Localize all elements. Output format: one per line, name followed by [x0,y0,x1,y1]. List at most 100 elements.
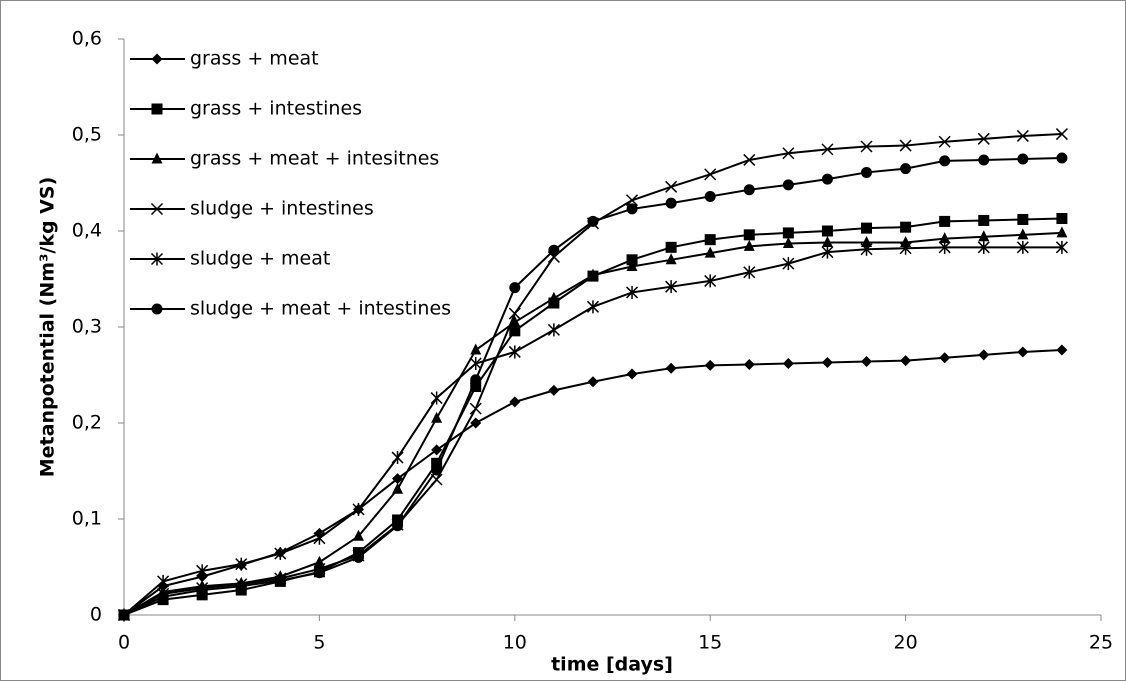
y-tick-label: 0,3 [72,316,102,338]
marker-diamond [665,362,677,374]
marker-diamond [978,349,990,361]
marker-square [470,381,482,393]
marker-square [821,225,833,237]
marker-triangle [1056,226,1068,238]
marker-circle [939,155,951,167]
marker-x [508,307,521,320]
y-tick-label: 0,6 [72,28,102,50]
marker-circle [1056,152,1068,164]
marker-x [150,202,164,216]
legend-label: sludge + intestines [190,198,374,220]
marker-triangle [151,152,163,164]
marker-square [392,514,404,526]
marker-circle [900,163,912,175]
marker-star [157,574,170,588]
marker-x [821,143,834,156]
marker-star [821,245,834,259]
marker-triangle [704,246,716,258]
marker-circle [821,173,833,185]
marker-star [1016,240,1029,254]
marker-star [430,391,443,405]
marker-circle [509,282,521,294]
marker-circle [470,374,482,386]
marker-triangle [861,236,873,248]
marker-square [626,254,638,266]
marker-circle [782,179,794,191]
marker-diamond [626,368,638,380]
x-tick-label: 20 [894,632,918,654]
marker-diamond [1017,346,1029,358]
marker-diamond [431,444,443,456]
marker-circle [743,184,755,196]
legend-label: sludge + meat + intestines [190,298,451,320]
marker-square [1017,213,1029,225]
marker-square [861,222,873,234]
marker-triangle [313,555,325,567]
marker-circle [587,215,599,227]
marker-circle [392,520,404,532]
marker-x [665,180,678,193]
legend-label: sludge + meat [190,248,330,270]
marker-star [150,252,164,266]
marker-circle [704,190,716,202]
marker-star [626,285,639,299]
marker-diamond [782,357,794,369]
marker-star [274,547,287,561]
marker-circle [151,303,163,315]
marker-star [235,557,248,571]
marker-square [431,457,443,469]
marker-triangle [821,236,833,248]
marker-circle [1017,153,1029,165]
marker-star [469,356,482,370]
marker-star [586,300,599,314]
marker-star [899,241,912,255]
marker-star [352,502,365,516]
marker-x [1016,129,1029,142]
marker-circle [548,244,560,256]
marker-x [469,402,482,415]
marker-diamond [470,417,482,429]
marker-star [391,451,404,465]
marker-diamond [151,53,163,65]
marker-triangle [548,291,560,303]
marker-circle [431,464,443,476]
marker-circle [313,567,325,579]
marker-x [977,132,990,145]
marker-diamond [939,352,951,364]
marker-square [665,241,677,253]
marker-diamond [1056,344,1068,356]
marker-diamond [861,356,873,368]
marker-diamond [704,359,716,371]
marker-star [196,564,209,578]
marker-triangle [665,253,677,265]
x-axis-title: time [days] [551,654,673,676]
marker-star [860,242,873,256]
marker-star [508,345,521,359]
marker-star [1055,240,1068,254]
marker-star [704,274,717,288]
marker-circle [196,584,208,596]
marker-triangle [431,411,443,423]
y-tick-label: 0,5 [72,124,102,146]
y-axis-title: Metanpotential (Nm³/kg VS) [37,177,59,477]
marker-circle [978,154,990,166]
marker-square [900,221,912,233]
marker-triangle [470,343,482,355]
marker-star [938,240,951,254]
marker-triangle [626,260,638,272]
marker-x [782,147,795,160]
marker-star [547,323,560,337]
marker-x [743,153,756,166]
marker-x [1055,128,1068,141]
legend-label: grass + meat + intesitnes [190,148,439,170]
marker-square [782,227,794,239]
marker-star [743,265,756,279]
marker-x [860,140,873,153]
marker-square [1056,213,1068,225]
marker-triangle [743,239,755,251]
marker-circle [626,203,638,215]
marker-triangle [587,268,599,280]
y-tick-label: 0,4 [72,220,102,242]
marker-star [782,257,795,271]
